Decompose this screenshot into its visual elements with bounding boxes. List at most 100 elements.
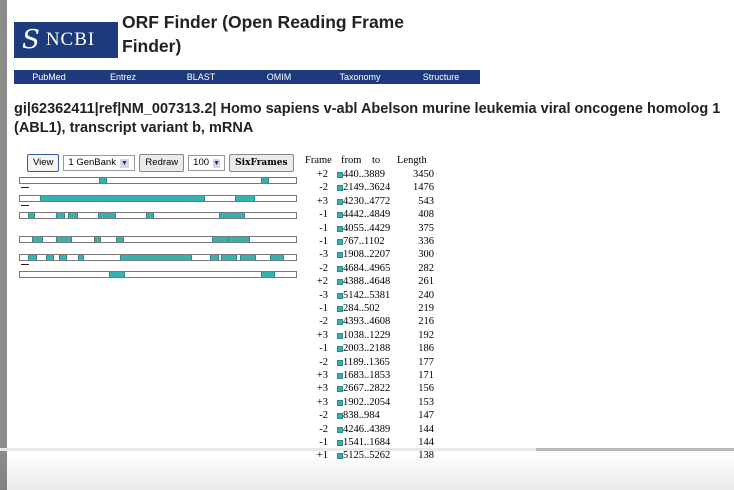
orf-marker-icon[interactable] <box>337 265 343 272</box>
orf-segment[interactable] <box>235 196 255 201</box>
count-select[interactable]: 100 ▼ <box>188 155 226 171</box>
orf-segment[interactable] <box>32 237 43 242</box>
orf-marker-icon[interactable] <box>337 185 343 192</box>
result-frame: -1 <box>319 437 328 448</box>
result-row[interactable]: -1 284..502 219 <box>302 303 434 316</box>
orf-marker-icon[interactable] <box>337 386 343 393</box>
orf-segment[interactable] <box>221 255 237 260</box>
orf-marker-icon[interactable] <box>337 198 343 205</box>
result-length: 282 <box>418 262 434 274</box>
orf-segment[interactable] <box>120 255 192 260</box>
orf-segment[interactable] <box>56 213 65 218</box>
nav-link-blast[interactable]: BLAST <box>186 72 216 82</box>
orf-segment[interactable] <box>228 237 250 242</box>
result-length: 3450 <box>413 169 434 180</box>
nav-link-omim[interactable]: OMIM <box>266 72 292 82</box>
result-row[interactable]: -2 2149..3624 1476 <box>302 182 434 195</box>
orf-marker-icon[interactable] <box>337 292 343 299</box>
result-row[interactable]: +2 4388..4648 261 <box>302 276 434 289</box>
orf-segment[interactable] <box>94 237 101 242</box>
result-row[interactable]: +3 1902..2054 153 <box>302 397 434 410</box>
result-frame: -2 <box>319 356 328 368</box>
orf-segment[interactable] <box>109 272 125 277</box>
result-row[interactable]: -1 4055..4429 375 <box>302 223 434 236</box>
sixframes-button[interactable]: SixFrames <box>229 154 294 172</box>
orf-segment[interactable] <box>40 196 205 201</box>
orf-segment[interactable] <box>59 255 67 260</box>
nav-link-taxonomy[interactable]: Taxonomy <box>339 72 381 82</box>
orf-segment[interactable] <box>46 255 54 260</box>
orf-marker-icon[interactable] <box>337 279 343 286</box>
orf-segment[interactable] <box>116 237 124 242</box>
orf-segment[interactable] <box>219 213 245 218</box>
frame-track-plus3[interactable] <box>19 212 297 219</box>
result-row[interactable]: -1 2003..2188 186 <box>302 343 434 356</box>
orf-marker-icon[interactable] <box>337 346 343 353</box>
orf-marker-icon[interactable] <box>337 440 343 446</box>
orf-segment[interactable] <box>98 213 116 218</box>
orf-segment[interactable] <box>146 213 154 218</box>
orf-marker-icon[interactable] <box>337 319 343 326</box>
orf-marker-icon[interactable] <box>337 399 343 406</box>
orf-segment[interactable] <box>261 272 275 277</box>
redraw-button[interactable]: Redraw <box>139 154 185 172</box>
nav-link-entrez[interactable]: Entrez <box>109 72 136 82</box>
video-progress-bar[interactable] <box>0 448 734 451</box>
format-select[interactable]: 1 GenBank ▼ <box>63 155 136 171</box>
orf-segment[interactable] <box>99 178 107 183</box>
orf-segment[interactable] <box>28 213 35 218</box>
frame-track-plus2[interactable] <box>19 195 297 202</box>
orf-segment[interactable] <box>261 178 269 183</box>
result-row[interactable]: -1 767..1102 336 <box>302 236 434 249</box>
orf-segment[interactable] <box>210 255 219 260</box>
orf-segment[interactable] <box>240 255 256 260</box>
frame-track-minus3[interactable] <box>19 271 297 278</box>
result-row[interactable]: -2 4684..4965 282 <box>302 263 434 276</box>
result-row[interactable]: +1 5125..5262 138 <box>302 450 434 463</box>
orf-segment[interactable] <box>68 213 78 218</box>
orf-marker-icon[interactable] <box>337 239 343 245</box>
result-row[interactable]: +3 1683..1853 171 <box>302 370 434 383</box>
frame-track-minus2[interactable] <box>19 254 297 261</box>
result-row[interactable]: -3 1908..2207 300 <box>302 249 434 262</box>
frame-track-plus1[interactable] <box>19 177 297 184</box>
orf-marker-icon[interactable] <box>337 225 343 232</box>
orf-segment[interactable] <box>270 255 284 260</box>
orf-marker-icon[interactable] <box>337 413 343 420</box>
ncbi-logo[interactable]: S NCBI <box>14 22 118 58</box>
orf-marker-icon[interactable] <box>337 306 343 312</box>
result-row[interactable]: -3 5142..5381 240 <box>302 290 434 303</box>
orf-marker-icon[interactable] <box>337 332 343 339</box>
result-frame: +3 <box>316 383 328 395</box>
result-row[interactable]: +3 1038..1229 192 <box>302 330 434 343</box>
orf-segment[interactable] <box>78 255 84 260</box>
nav-link-pubmed[interactable]: PubMed <box>32 72 66 82</box>
orf-segment[interactable] <box>212 237 229 242</box>
orf-marker-icon[interactable] <box>337 426 343 433</box>
orf-marker-icon[interactable] <box>337 373 343 379</box>
orf-marker-icon[interactable] <box>337 359 343 366</box>
result-row[interactable]: -1 4442..4849 408 <box>302 209 434 222</box>
result-row[interactable]: +3 4230..4772 543 <box>302 196 434 209</box>
result-row[interactable]: -2 4393..4608 216 <box>302 316 434 329</box>
result-frame: -1 <box>319 222 328 234</box>
orf-segment[interactable] <box>28 255 37 260</box>
view-button[interactable]: View <box>27 154 60 172</box>
frame-track-minus1[interactable] <box>19 236 297 243</box>
result-length: 375 <box>418 222 434 234</box>
result-length: 240 <box>418 289 434 301</box>
result-length: 186 <box>418 343 434 355</box>
nav-link-structure[interactable]: Structure <box>422 72 460 82</box>
orf-marker-icon[interactable] <box>337 172 343 178</box>
orf-marker-icon[interactable] <box>337 453 343 460</box>
orf-marker-icon[interactable] <box>337 212 343 219</box>
result-row[interactable]: -1 1541..1684 144 <box>302 437 434 450</box>
result-row[interactable]: -2 4246..4389 144 <box>302 424 434 437</box>
result-row[interactable]: -2 838..984 147 <box>302 410 434 423</box>
result-row[interactable]: +2 440..3889 3450 <box>302 169 434 182</box>
result-row[interactable]: -2 1189..1365 177 <box>302 357 434 370</box>
result-row[interactable]: +3 2667..2822 156 <box>302 383 434 396</box>
orf-marker-icon[interactable] <box>337 252 343 259</box>
result-range: 2667..2822 <box>343 383 391 395</box>
orf-segment[interactable] <box>56 237 72 242</box>
